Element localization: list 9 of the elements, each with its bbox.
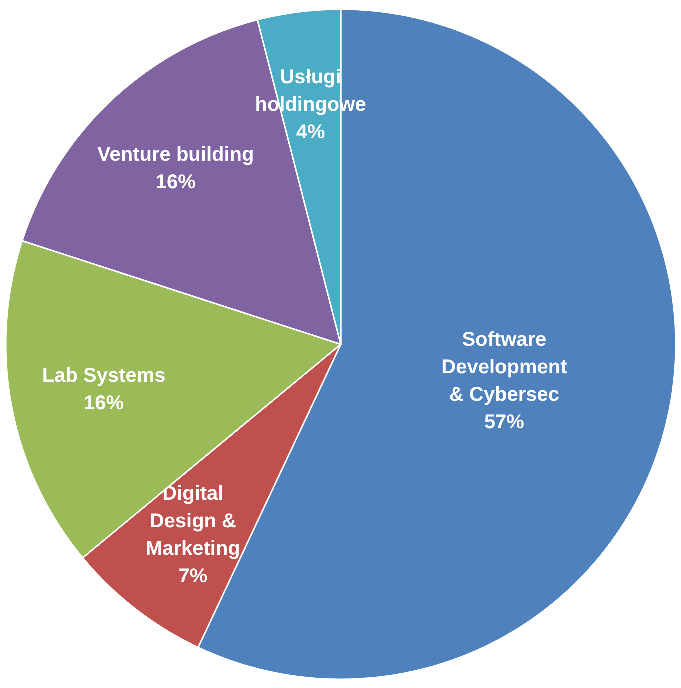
- slice-label: Lab Systems: [42, 364, 166, 387]
- data-label: 57%: [484, 411, 525, 434]
- data-label: 4%: [296, 122, 326, 144]
- slice-label: Software Development & Cybersec: [442, 328, 568, 406]
- data-label: 16%: [156, 171, 196, 194]
- data-label: 7%: [178, 565, 208, 588]
- data-label: 16%: [84, 392, 124, 414]
- slice-label: Venture building: [98, 144, 254, 166]
- slice-label: Digital Design & Marketing: [146, 482, 240, 560]
